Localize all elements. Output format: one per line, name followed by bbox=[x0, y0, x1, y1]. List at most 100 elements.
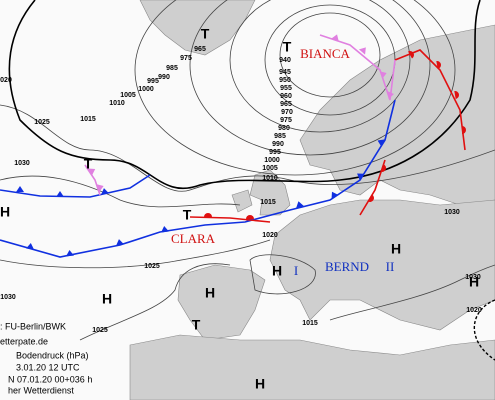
north-africa bbox=[129, 334, 495, 400]
front-symbol bbox=[101, 188, 109, 195]
isobar-label: 995 bbox=[147, 78, 159, 85]
isobar-label: 1025 bbox=[144, 263, 160, 270]
front-symbol bbox=[357, 173, 365, 181]
pressure-center: H bbox=[102, 291, 112, 307]
credit: Bodendruck (hPa) bbox=[16, 350, 89, 360]
isobar-bold bbox=[8, 0, 481, 190]
front-symbol bbox=[161, 226, 169, 233]
front-symbol bbox=[387, 91, 394, 99]
front-symbol bbox=[96, 184, 104, 192]
isobar bbox=[279, 12, 381, 98]
isobar-label: 1000 bbox=[138, 86, 154, 93]
pressure-center: H bbox=[0, 204, 10, 220]
front-symbol bbox=[88, 168, 96, 176]
pressure-center: T bbox=[192, 317, 201, 333]
isobar bbox=[189, 0, 431, 156]
isobar-label: 1010 bbox=[262, 175, 278, 182]
front-symbol bbox=[462, 126, 466, 134]
front-symbol bbox=[56, 191, 64, 197]
isobar-label: 970 bbox=[281, 109, 293, 116]
isobar-label: 1010 bbox=[109, 100, 125, 107]
isobar-dashed bbox=[473, 299, 495, 361]
isobar-label: 995 bbox=[269, 149, 281, 156]
isobar-label: 1020 bbox=[262, 232, 278, 239]
isobar-label: 950 bbox=[279, 77, 291, 84]
front-symbol bbox=[246, 215, 254, 219]
credit: her Wetterdienst bbox=[8, 385, 74, 395]
isobar-label: 1015 bbox=[302, 320, 318, 327]
isobar-label: 1030 bbox=[465, 274, 481, 281]
credit: N 07.01.20 00+036 h bbox=[8, 374, 92, 384]
isobar bbox=[229, 0, 411, 133]
isobar-label: 955 bbox=[280, 85, 292, 92]
isobar-label: 1005 bbox=[262, 165, 278, 172]
front-symbol bbox=[379, 71, 387, 79]
front-symbol bbox=[368, 194, 374, 202]
isobar bbox=[134, 0, 456, 176]
isobar-label: 1025 bbox=[34, 119, 50, 126]
isobar-label: 975 bbox=[280, 117, 292, 124]
isobar-label: 985 bbox=[274, 133, 286, 140]
system-name: I bbox=[294, 263, 298, 278]
isobar-label: 1000 bbox=[264, 157, 280, 164]
iberia bbox=[177, 264, 266, 341]
isobar-label: 960 bbox=[280, 93, 292, 100]
front-symbol bbox=[358, 47, 366, 55]
pressure-center: H bbox=[391, 241, 401, 257]
pressure-center: T bbox=[283, 39, 292, 55]
front-symbol bbox=[408, 51, 414, 59]
fronts bbox=[0, 34, 466, 258]
system-name: II bbox=[386, 259, 395, 274]
isobar-label: 1030 bbox=[0, 294, 16, 301]
system-name: BERND bbox=[325, 259, 369, 274]
isobars bbox=[0, 0, 495, 361]
isobar bbox=[249, 254, 316, 295]
occluded-front bbox=[319, 34, 396, 101]
front-symbol bbox=[26, 243, 34, 250]
isobar-label: 1030 bbox=[444, 209, 460, 216]
system-name: BIANCA bbox=[300, 46, 350, 61]
front-symbol bbox=[377, 139, 385, 147]
credit: 3.01.20 12 UTC bbox=[16, 362, 80, 372]
credit: : FU-Berlin/BWK bbox=[0, 321, 66, 331]
isobar-label: 985 bbox=[166, 65, 178, 72]
isobar-label: 1020 bbox=[466, 307, 482, 314]
warm-front bbox=[189, 216, 271, 223]
isobar-label: 965 bbox=[194, 46, 206, 53]
credit: etterpate.de bbox=[0, 336, 48, 346]
isobar-label: 020 bbox=[0, 77, 12, 84]
greenland bbox=[139, 0, 256, 56]
isobar-label: 1005 bbox=[120, 92, 136, 99]
land bbox=[129, 0, 495, 400]
pressure-center: H bbox=[469, 274, 479, 290]
isobar-label: 980 bbox=[278, 125, 290, 132]
front-symbol bbox=[116, 239, 124, 246]
isobar-label: 1025 bbox=[92, 327, 108, 334]
pressure-center: H bbox=[205, 285, 215, 301]
pressure-center: T bbox=[201, 26, 210, 42]
isobar-label: 1015 bbox=[80, 116, 96, 123]
front-symbol bbox=[331, 34, 339, 42]
isobar-label: 1015 bbox=[260, 199, 276, 206]
front-symbol bbox=[331, 191, 339, 199]
ireland bbox=[231, 189, 253, 213]
isobar bbox=[0, 104, 495, 192]
system-name: CLARA bbox=[171, 231, 216, 246]
isobar bbox=[0, 239, 271, 269]
occluded-front bbox=[84, 164, 101, 196]
pressure-center: H bbox=[255, 376, 265, 392]
front-symbol bbox=[66, 250, 74, 257]
europe bbox=[269, 199, 495, 331]
isobar-label: 1030 bbox=[14, 160, 30, 167]
front-symbol bbox=[204, 213, 212, 217]
isobar-label: 990 bbox=[272, 141, 284, 148]
front-symbol bbox=[16, 186, 24, 192]
pressure-center: H bbox=[272, 263, 282, 279]
isobar-label: 940 bbox=[279, 57, 291, 64]
isobar bbox=[79, 263, 231, 341]
front-symbol bbox=[380, 164, 386, 172]
isobar-label: 945 bbox=[279, 69, 291, 76]
isobar-label: 975 bbox=[180, 55, 192, 62]
